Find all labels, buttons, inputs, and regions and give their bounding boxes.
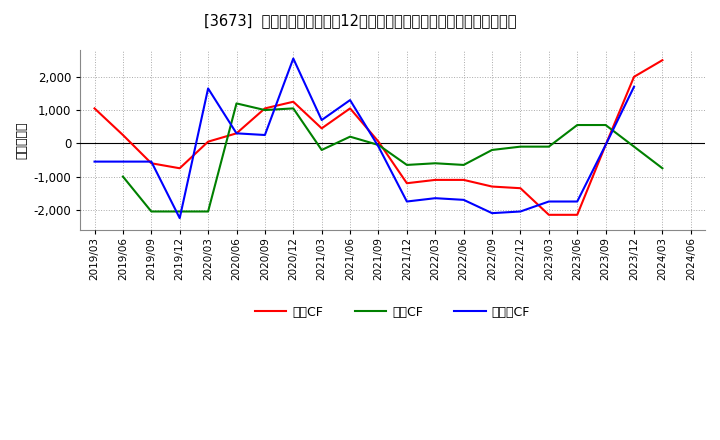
営業CF (431, 177, 440, 183)
営業CF (658, 58, 667, 63)
フリーCF (90, 159, 99, 164)
投賄CF (658, 165, 667, 171)
営業CF (544, 212, 553, 217)
営業CF (573, 212, 582, 217)
投賄CF (630, 144, 639, 149)
投賄CF (516, 144, 525, 149)
Line: フリーCF: フリーCF (94, 59, 690, 218)
営業CF (318, 126, 326, 131)
フリーCF (459, 197, 468, 202)
フリーCF (346, 97, 354, 103)
フリーCF (431, 195, 440, 201)
投賄CF (459, 162, 468, 168)
営業CF (374, 139, 383, 144)
フリーCF (147, 159, 156, 164)
フリーCF (544, 199, 553, 204)
投賄CF (346, 134, 354, 139)
営業CF (90, 106, 99, 111)
営業CF (261, 106, 269, 111)
フリーCF (232, 131, 240, 136)
フリーCF (686, 84, 695, 89)
フリーCF (289, 56, 297, 61)
投賄CF (544, 144, 553, 149)
営業CF (204, 139, 212, 144)
投賄CF (119, 174, 127, 179)
フリーCF (487, 210, 496, 216)
Line: 営業CF: 営業CF (94, 60, 662, 215)
フリーCF (402, 199, 411, 204)
Legend: 営業CF, 投賄CF, フリーCF: 営業CF, 投賄CF, フリーCF (250, 301, 535, 324)
営業CF (487, 184, 496, 189)
営業CF (147, 161, 156, 166)
フリーCF (119, 159, 127, 164)
営業CF (176, 165, 184, 171)
投賄CF (176, 209, 184, 214)
営業CF (289, 99, 297, 104)
投賄CF (289, 106, 297, 111)
Text: [3673]  キャッシュフローの12か月移動合計の対前年同期増減額の推移: [3673] キャッシュフローの12か月移動合計の対前年同期増減額の推移 (204, 13, 516, 28)
投賄CF (232, 101, 240, 106)
フリーCF (261, 132, 269, 138)
投賄CF (487, 147, 496, 153)
営業CF (346, 106, 354, 111)
営業CF (630, 74, 639, 80)
投賄CF (573, 122, 582, 128)
投賄CF (601, 122, 610, 128)
投賄CF (147, 209, 156, 214)
営業CF (119, 132, 127, 138)
営業CF (402, 180, 411, 186)
フリーCF (374, 144, 383, 149)
営業CF (232, 131, 240, 136)
フリーCF (516, 209, 525, 214)
投賄CF (261, 107, 269, 113)
営業CF (601, 142, 610, 147)
投賄CF (204, 209, 212, 214)
フリーCF (630, 84, 639, 89)
フリーCF (601, 142, 610, 147)
営業CF (516, 186, 525, 191)
投賄CF (402, 162, 411, 168)
投賄CF (318, 147, 326, 153)
Y-axis label: （百万円）: （百万円） (15, 121, 28, 159)
営業CF (459, 177, 468, 183)
フリーCF (318, 117, 326, 123)
フリーCF (204, 86, 212, 91)
フリーCF (573, 199, 582, 204)
投賄CF (431, 161, 440, 166)
投賄CF (374, 142, 383, 147)
フリーCF (176, 216, 184, 221)
Line: 投賄CF: 投賄CF (123, 103, 662, 212)
